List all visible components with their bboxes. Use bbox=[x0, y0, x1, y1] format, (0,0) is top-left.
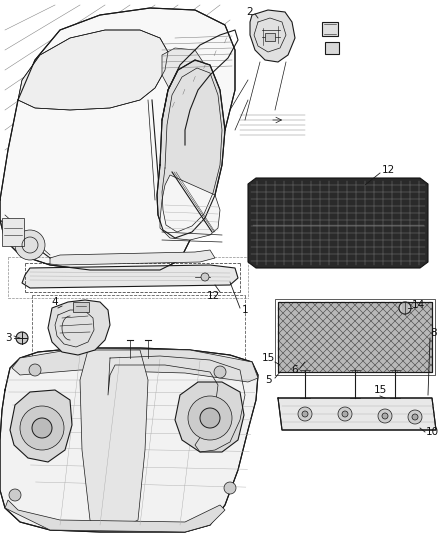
Bar bbox=[325, 42, 339, 54]
Text: 2: 2 bbox=[247, 7, 253, 17]
Circle shape bbox=[188, 396, 232, 440]
Bar bbox=[2, 218, 24, 246]
Text: 12: 12 bbox=[381, 165, 395, 175]
Circle shape bbox=[399, 302, 411, 314]
Circle shape bbox=[29, 364, 41, 376]
Circle shape bbox=[408, 410, 422, 424]
Polygon shape bbox=[157, 60, 225, 238]
Polygon shape bbox=[250, 10, 295, 62]
Polygon shape bbox=[278, 302, 432, 372]
Polygon shape bbox=[5, 500, 225, 532]
Bar bbox=[275, 299, 435, 375]
Circle shape bbox=[32, 418, 52, 438]
Text: 6: 6 bbox=[292, 365, 298, 375]
Bar bbox=[73, 302, 89, 312]
Circle shape bbox=[412, 414, 418, 420]
Circle shape bbox=[298, 407, 312, 421]
Polygon shape bbox=[248, 178, 428, 268]
Text: 3: 3 bbox=[5, 333, 11, 343]
Circle shape bbox=[20, 406, 64, 450]
Text: 15: 15 bbox=[373, 385, 387, 395]
Circle shape bbox=[15, 230, 45, 260]
Bar bbox=[322, 22, 338, 36]
Polygon shape bbox=[50, 250, 215, 265]
Circle shape bbox=[382, 413, 388, 419]
Circle shape bbox=[378, 409, 392, 423]
Text: 1: 1 bbox=[242, 305, 248, 315]
Polygon shape bbox=[162, 48, 205, 95]
Bar bbox=[265, 33, 275, 41]
Polygon shape bbox=[80, 350, 148, 530]
Polygon shape bbox=[10, 390, 72, 462]
Circle shape bbox=[200, 408, 220, 428]
Text: 10: 10 bbox=[425, 427, 438, 437]
Circle shape bbox=[342, 411, 348, 417]
Circle shape bbox=[214, 366, 226, 378]
Polygon shape bbox=[48, 300, 110, 355]
Polygon shape bbox=[278, 398, 436, 430]
Circle shape bbox=[9, 489, 21, 501]
Text: 15: 15 bbox=[261, 353, 275, 363]
Polygon shape bbox=[0, 348, 258, 532]
Circle shape bbox=[201, 273, 209, 281]
Circle shape bbox=[16, 332, 28, 344]
Circle shape bbox=[338, 407, 352, 421]
Polygon shape bbox=[175, 382, 244, 452]
Text: 12: 12 bbox=[206, 291, 219, 301]
Text: 14: 14 bbox=[411, 300, 424, 310]
Polygon shape bbox=[12, 348, 258, 382]
Text: 5: 5 bbox=[265, 375, 271, 385]
Circle shape bbox=[224, 482, 236, 494]
Polygon shape bbox=[0, 8, 235, 270]
Polygon shape bbox=[22, 265, 238, 288]
Text: 4: 4 bbox=[52, 297, 58, 307]
Text: 8: 8 bbox=[431, 328, 437, 338]
Circle shape bbox=[302, 411, 308, 417]
Polygon shape bbox=[160, 175, 220, 240]
Polygon shape bbox=[18, 30, 168, 110]
